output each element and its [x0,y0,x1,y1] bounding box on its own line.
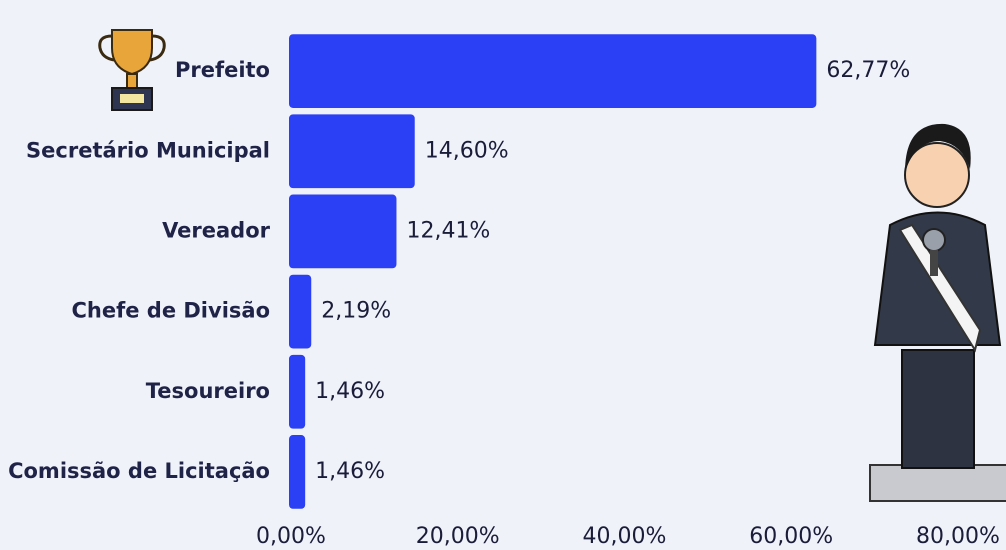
x-tick-label: 80,00% [916,524,1000,549]
value-label: 1,46% [315,459,385,484]
bar [289,114,415,189]
x-tick-label: 40,00% [583,524,667,549]
bar [289,435,306,509]
x-tick-label: 20,00% [416,524,500,549]
x-tick-label: 60,00% [749,524,833,549]
y-tick-label: Prefeito [175,58,270,82]
bar [289,194,397,269]
value-label: 62,77% [826,58,910,83]
y-tick-label: Chefe de Divisão [72,299,271,323]
x-tick-label: 0,00% [256,524,326,549]
trophy-icon [98,29,166,111]
bar [289,354,306,429]
value-label: 12,41% [406,218,490,243]
y-tick-label: Secretário Municipal [26,138,270,162]
bar [289,274,312,349]
value-label: 1,46% [315,379,385,404]
y-tick-label: Comissão de Licitação [8,459,270,483]
y-tick-label: Tesoureiro [146,379,270,403]
candidate-illustration [869,123,1006,502]
value-label: 2,19% [321,299,391,324]
y-tick-label: Vereador [162,218,271,242]
value-label: 14,60% [425,138,509,163]
bar [289,34,817,108]
